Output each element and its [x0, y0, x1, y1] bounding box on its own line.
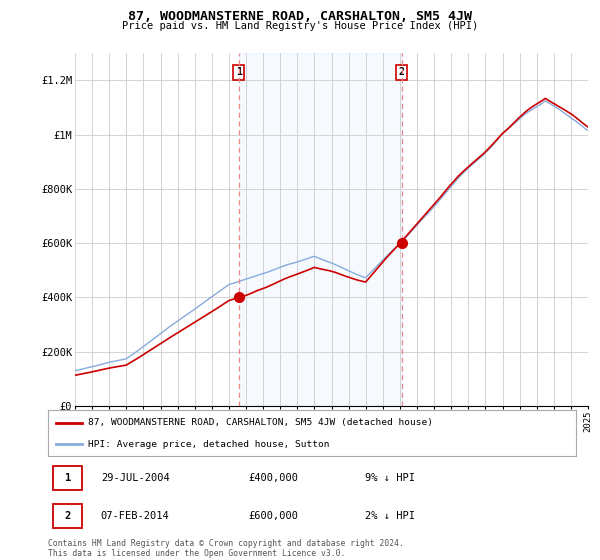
Text: 1: 1 [236, 67, 242, 77]
Text: 1: 1 [65, 473, 71, 483]
FancyBboxPatch shape [53, 466, 82, 490]
Text: 2% ↓ HPI: 2% ↓ HPI [365, 511, 415, 521]
Text: £400,000: £400,000 [248, 473, 299, 483]
Text: HPI: Average price, detached house, Sutton: HPI: Average price, detached house, Sutt… [88, 440, 329, 449]
Text: 9% ↓ HPI: 9% ↓ HPI [365, 473, 415, 483]
Text: 87, WOODMANSTERNE ROAD, CARSHALTON, SM5 4JW (detached house): 87, WOODMANSTERNE ROAD, CARSHALTON, SM5 … [88, 418, 433, 427]
Text: 07-FEB-2014: 07-FEB-2014 [101, 511, 170, 521]
Text: 29-JUL-2004: 29-JUL-2004 [101, 473, 170, 483]
Text: 2: 2 [398, 67, 404, 77]
Bar [239, 53, 401, 406]
Text: Price paid vs. HM Land Registry's House Price Index (HPI): Price paid vs. HM Land Registry's House … [122, 21, 478, 31]
Text: Contains HM Land Registry data © Crown copyright and database right 2024.
This d: Contains HM Land Registry data © Crown c… [48, 539, 404, 558]
Text: £600,000: £600,000 [248, 511, 299, 521]
Text: 87, WOODMANSTERNE ROAD, CARSHALTON, SM5 4JW: 87, WOODMANSTERNE ROAD, CARSHALTON, SM5 … [128, 10, 472, 23]
Text: 2: 2 [65, 511, 71, 521]
FancyBboxPatch shape [53, 504, 82, 528]
